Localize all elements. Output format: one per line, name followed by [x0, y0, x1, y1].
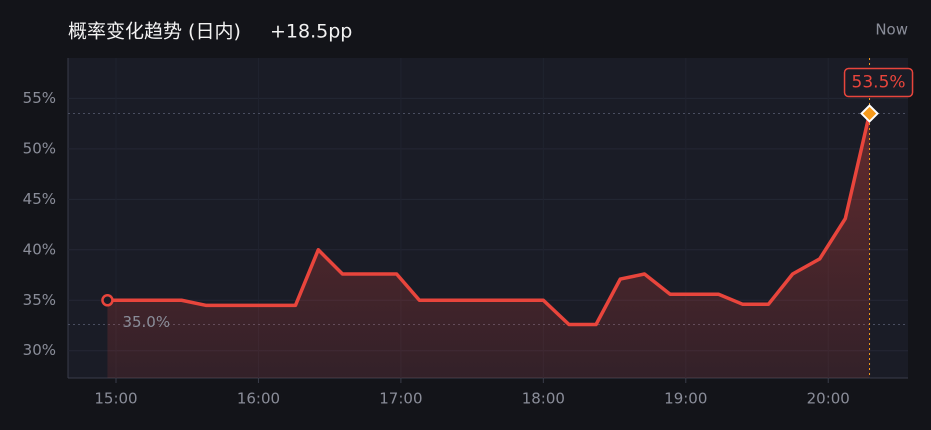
- chart-title: 概率变化趋势 (日内): [68, 21, 241, 43]
- x-tick-label: 18:00: [522, 390, 565, 408]
- value-label: 53.5%: [852, 73, 906, 93]
- start-marker: [101, 294, 114, 307]
- x-tick-label: 15:00: [94, 390, 137, 408]
- value-label-box: [843, 67, 914, 98]
- x-tick-label: 19:00: [664, 390, 707, 408]
- y-tick-label: 30%: [23, 341, 56, 359]
- x-tick-label: 17:00: [379, 390, 422, 408]
- y-tick-label: 40%: [23, 240, 56, 258]
- line: [107, 113, 872, 327]
- value-label: 35.0%: [122, 313, 170, 331]
- x-tick-label: 20:00: [807, 390, 850, 408]
- change-label: +18.5pp: [270, 21, 352, 43]
- area: [107, 113, 870, 378]
- x-tick-label: 16:00: [237, 390, 280, 408]
- y-tick-label: 35%: [23, 291, 56, 309]
- y-tick-label: 45%: [23, 190, 56, 208]
- now-label: Now: [875, 21, 908, 39]
- y-tick-label: 50%: [23, 139, 56, 157]
- end-marker: [860, 104, 879, 123]
- y-tick-label: 55%: [23, 89, 56, 107]
